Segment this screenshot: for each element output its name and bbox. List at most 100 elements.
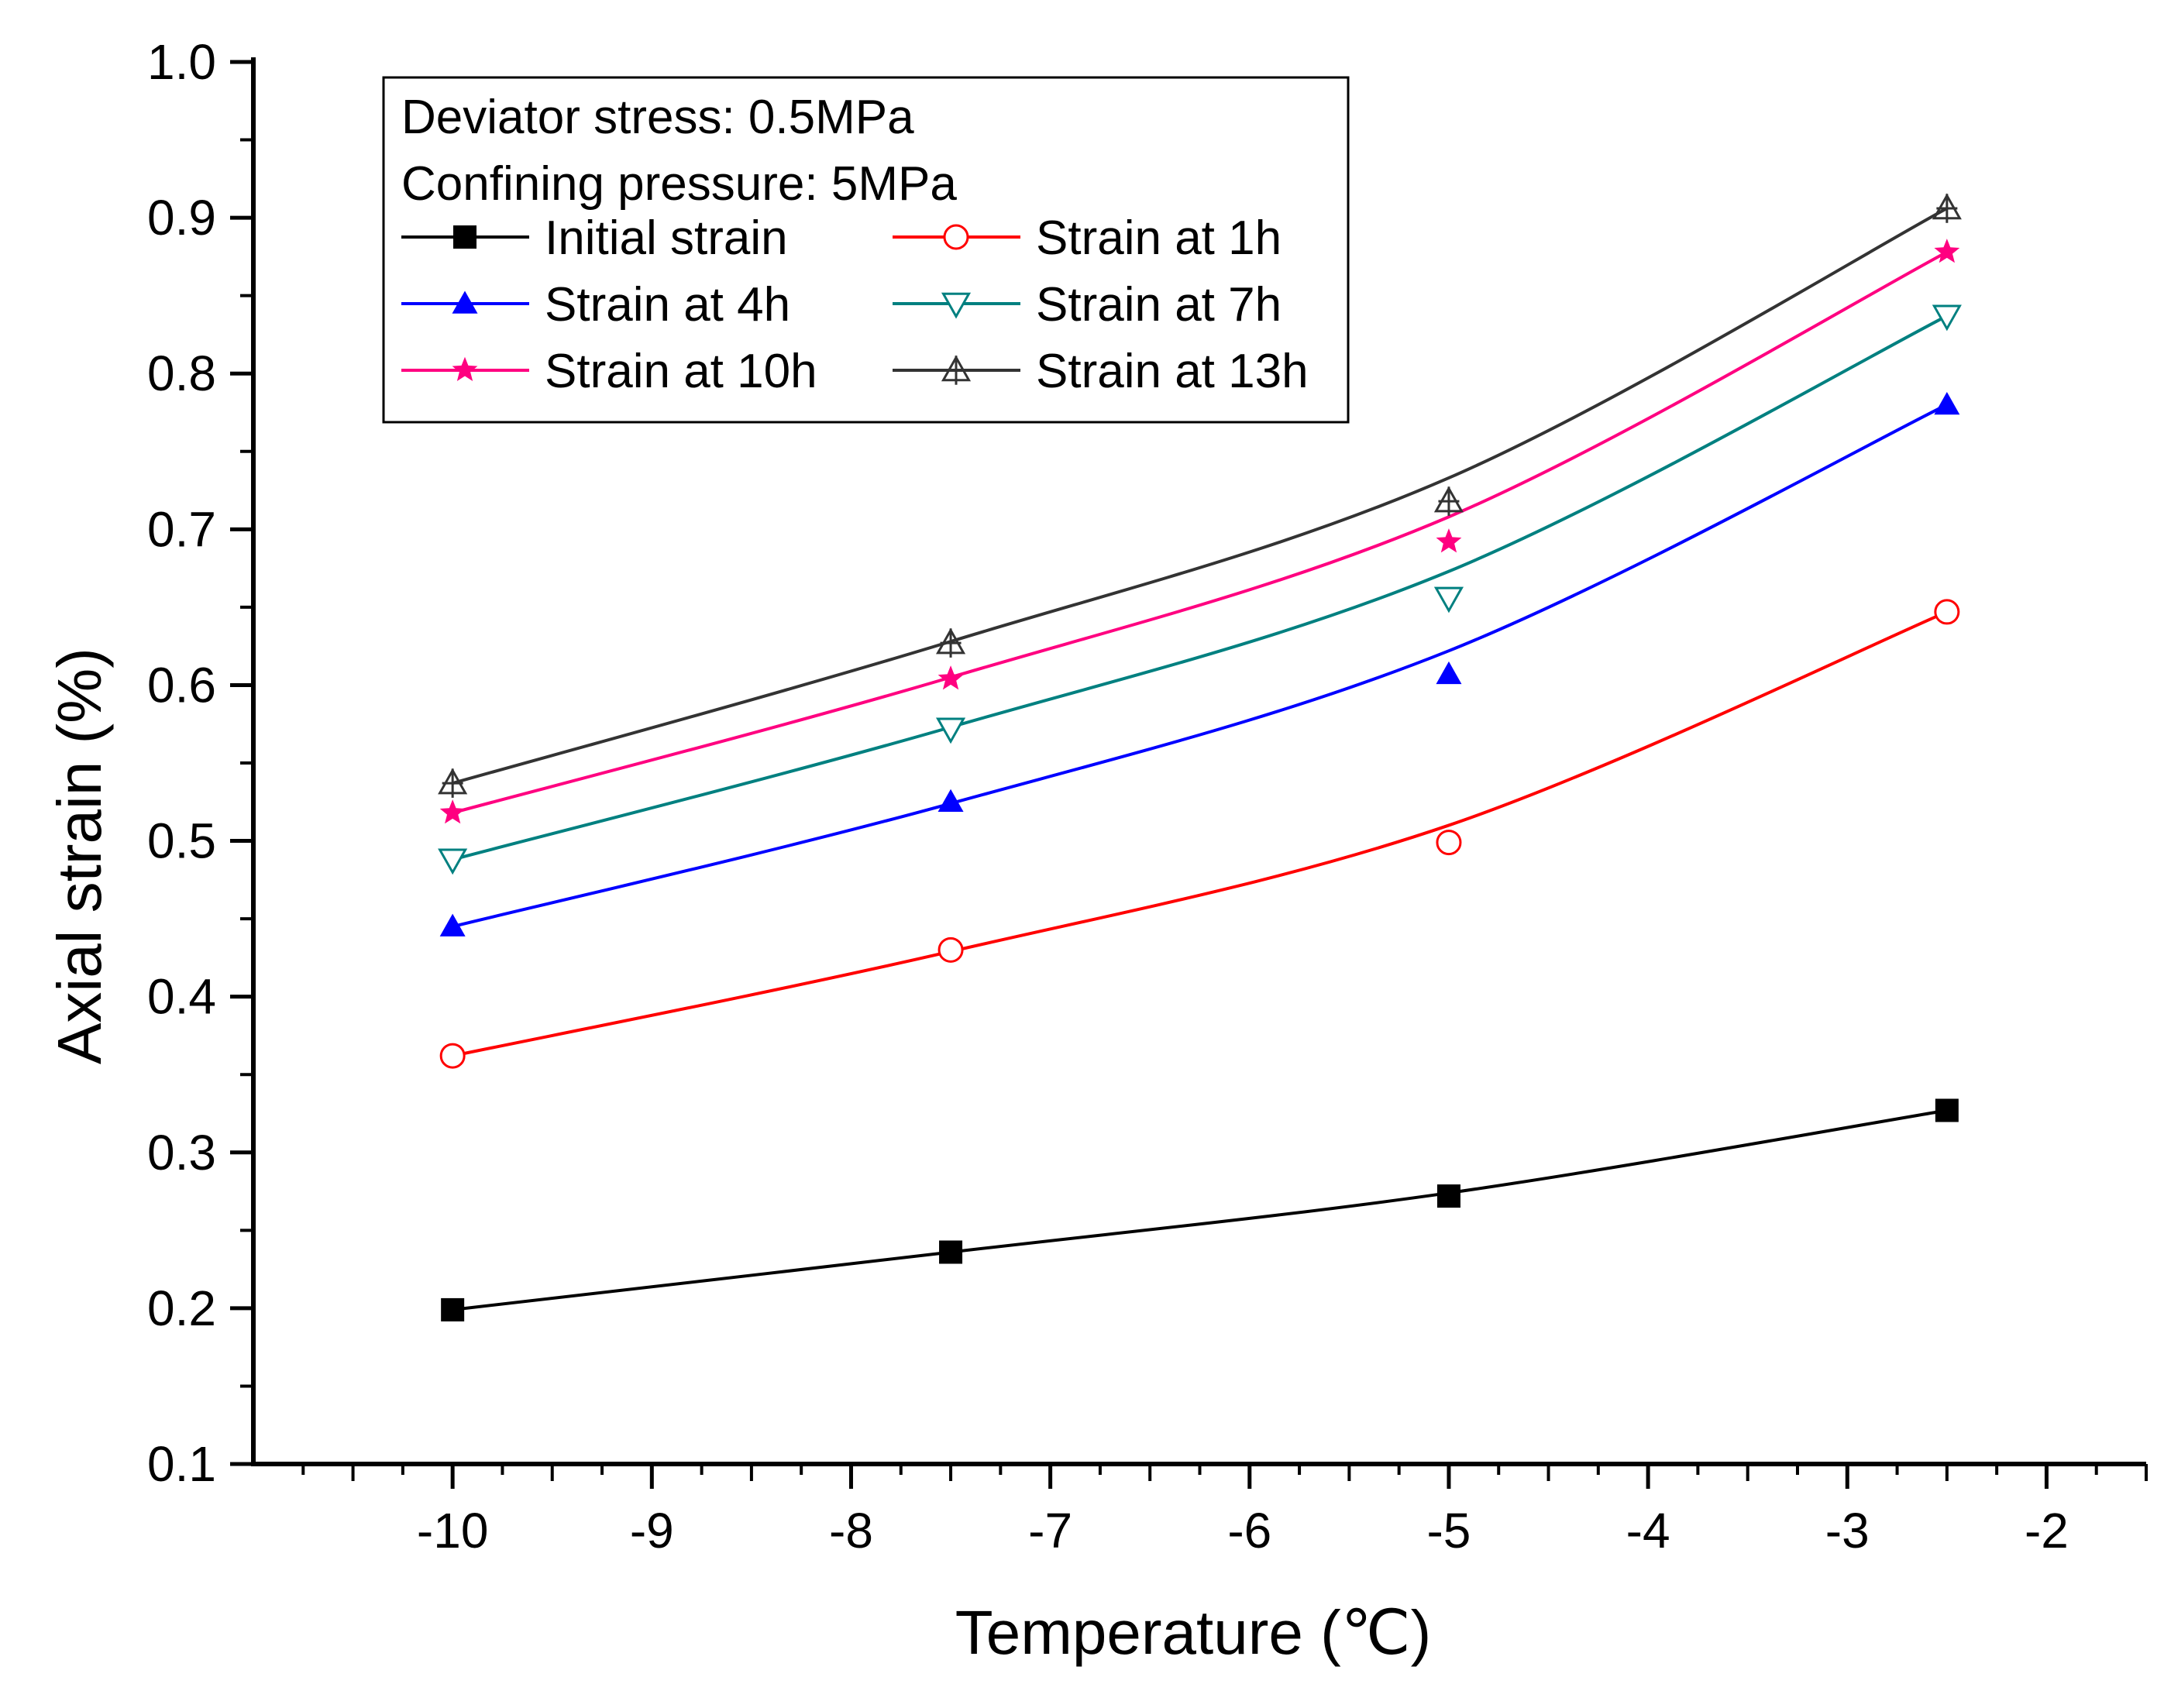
series-layer: [438, 193, 1962, 1321]
legend-item: Strain at 13h: [893, 345, 1309, 398]
series-line: [452, 610, 1948, 1058]
marker-star: [452, 356, 478, 381]
data-point: [1932, 193, 1962, 223]
data-point: [935, 717, 966, 744]
series-strain-at-1h: [439, 599, 1960, 1069]
data-point: [1932, 304, 1962, 332]
series-line: [452, 207, 1948, 785]
x-tick-label: -4: [1626, 1503, 1670, 1559]
x-axis-title: Temperature (℃): [955, 1598, 1431, 1667]
marker-triangle-down: [935, 717, 966, 744]
data-point: [1436, 830, 1462, 856]
x-tick-label: -2: [2025, 1503, 2069, 1559]
series-initial-strain: [441, 1098, 1959, 1321]
y-tick-label: 0.3: [147, 1125, 216, 1180]
data-point: [938, 936, 964, 963]
marker-circle: [943, 224, 969, 250]
data-point: [938, 789, 964, 813]
legend: Deviator stress: 0.5MPa Confining pressur…: [382, 76, 1350, 424]
marker-triangle-down: [438, 848, 468, 875]
marker-square: [939, 1240, 963, 1264]
data-point: [939, 1240, 963, 1264]
data-point: [438, 848, 468, 875]
series-line: [452, 1108, 1948, 1311]
legend-label: Strain at 1h: [1036, 211, 1282, 265]
marker-triangle-down: [1932, 304, 1962, 332]
series-line: [452, 403, 1948, 929]
data-point: [438, 768, 468, 798]
x-tick-label: -5: [1426, 1503, 1471, 1559]
data-point: [1934, 391, 1960, 415]
legend-box: [382, 76, 1350, 424]
marker-square: [441, 1297, 465, 1321]
data-point: [1436, 1184, 1460, 1208]
data-point: [943, 224, 969, 250]
marker-triangle-up: [938, 789, 964, 813]
data-point: [452, 290, 478, 314]
data-point: [439, 913, 466, 936]
legend-header-line: Deviator stress: 0.5MPa: [401, 91, 914, 144]
legend-label: Strain at 10h: [545, 345, 817, 398]
legend-label: Strain at 13h: [1036, 345, 1309, 398]
legend-item: Initial strain: [401, 211, 788, 265]
y-tick-label: 1.0: [147, 34, 216, 90]
x-tick-label: -6: [1227, 1503, 1271, 1559]
legend-label: Strain at 7h: [1036, 278, 1282, 332]
marker-star: [938, 665, 964, 690]
marker-circle: [439, 1043, 466, 1069]
x-tick-label: -3: [1825, 1503, 1870, 1559]
legend-header-line: Confining pressure: 5MPa: [401, 157, 957, 211]
y-tick-label: 0.6: [147, 657, 216, 713]
marker-triangle-up: [1934, 391, 1960, 415]
marker-star: [439, 799, 466, 824]
data-point: [935, 627, 966, 658]
y-axis-title: Axial strain (%): [45, 648, 114, 1064]
y-tick-label: 0.2: [147, 1280, 216, 1336]
data-point: [453, 225, 476, 249]
data-point: [452, 356, 478, 381]
data-point: [938, 665, 964, 690]
y-tick-label: 0.4: [147, 969, 216, 1025]
data-point: [941, 292, 972, 319]
data-point: [941, 355, 972, 385]
series-strain-at-4h: [439, 391, 1960, 936]
y-tick-label: 0.9: [147, 190, 216, 246]
legend-item: Strain at 10h: [401, 345, 817, 398]
y-tick-label: 0.5: [147, 813, 216, 869]
marker-triangle-down: [941, 292, 972, 319]
data-point: [1433, 486, 1464, 516]
legend-label: Initial strain: [545, 211, 788, 265]
series-line: [452, 250, 1948, 815]
marker-circle: [1934, 599, 1960, 625]
legend-item: Strain at 7h: [893, 278, 1282, 332]
data-point: [1935, 1098, 1959, 1122]
y-tick-label: 0.8: [147, 345, 216, 401]
marker-square: [453, 225, 476, 249]
data-point: [439, 799, 466, 824]
marker-star: [1934, 239, 1960, 263]
y-tick-label: 0.7: [147, 501, 216, 557]
data-point: [1934, 239, 1960, 263]
x-tick-label: -8: [829, 1503, 873, 1559]
marker-circle: [938, 936, 964, 963]
marker-square: [1436, 1184, 1460, 1208]
marker-circle: [1436, 830, 1462, 856]
marker-triangle-up: [1436, 661, 1462, 685]
data-point: [439, 1043, 466, 1069]
x-tick-label: -7: [1028, 1503, 1072, 1559]
marker-triangle-up: [452, 290, 478, 314]
series-strain-at-10h: [439, 239, 1960, 824]
x-tick-label: -9: [630, 1503, 674, 1559]
legend-label: Strain at 4h: [545, 278, 790, 332]
data-point: [1436, 528, 1462, 553]
data-point: [1934, 599, 1960, 625]
marker-square: [1935, 1098, 1959, 1122]
y-tick-label: 0.1: [147, 1436, 216, 1492]
marker-star: [1436, 528, 1462, 553]
series-line: [452, 314, 1948, 861]
marker-triangle-down: [1433, 586, 1464, 613]
series-strain-at-7h: [438, 304, 1962, 875]
data-point: [1433, 586, 1464, 613]
legend-item: Strain at 4h: [401, 278, 790, 332]
